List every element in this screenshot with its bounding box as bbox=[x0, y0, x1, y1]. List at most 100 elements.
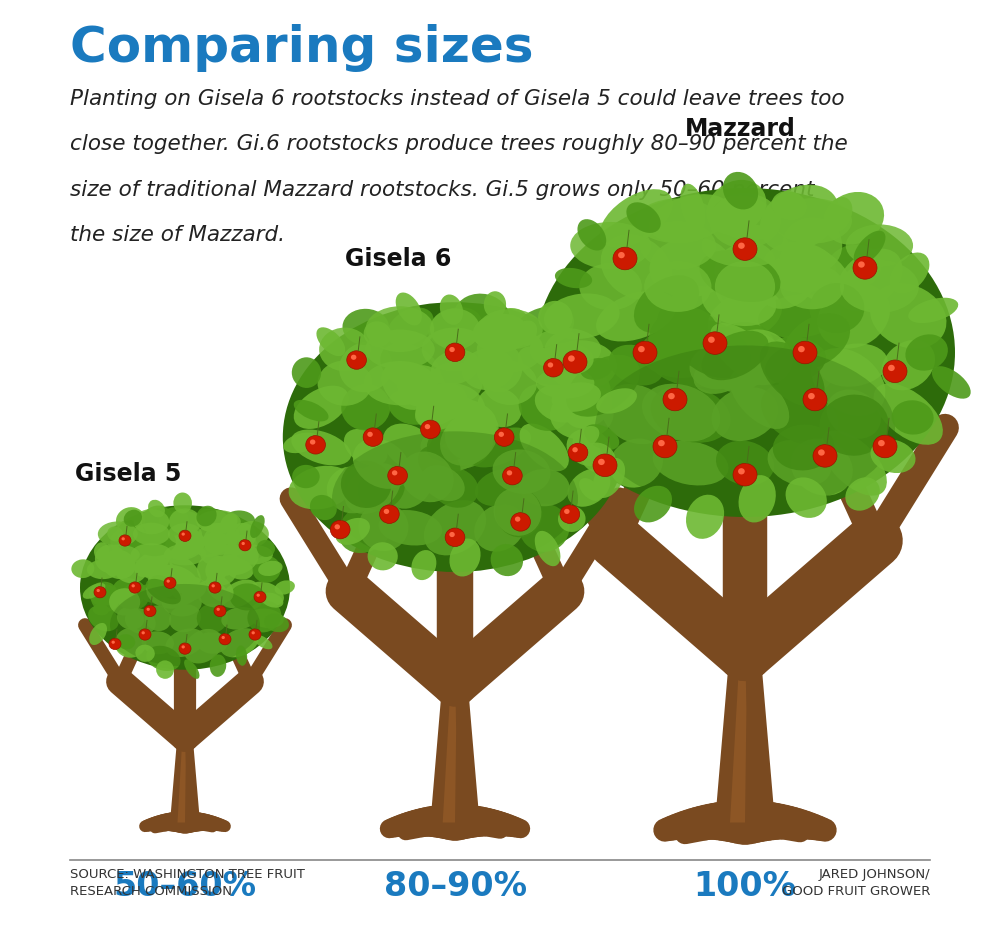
Ellipse shape bbox=[824, 197, 852, 233]
Circle shape bbox=[363, 428, 383, 446]
Circle shape bbox=[388, 466, 407, 485]
Text: 100%: 100% bbox=[694, 870, 796, 902]
Circle shape bbox=[703, 332, 727, 354]
Ellipse shape bbox=[96, 544, 140, 565]
Text: Mazzard: Mazzard bbox=[685, 117, 796, 141]
Ellipse shape bbox=[881, 340, 935, 390]
Ellipse shape bbox=[427, 416, 486, 462]
Text: SOURCE: WASHINGTON TREE FRUIT
RESEARCH COMMISSION: SOURCE: WASHINGTON TREE FRUIT RESEARCH C… bbox=[70, 868, 305, 898]
Ellipse shape bbox=[649, 343, 732, 387]
Ellipse shape bbox=[148, 500, 165, 517]
Ellipse shape bbox=[786, 478, 827, 518]
Ellipse shape bbox=[339, 342, 392, 392]
Ellipse shape bbox=[535, 531, 560, 566]
Ellipse shape bbox=[173, 493, 192, 513]
Ellipse shape bbox=[316, 327, 345, 356]
Ellipse shape bbox=[398, 365, 445, 407]
Circle shape bbox=[449, 347, 455, 352]
Ellipse shape bbox=[477, 387, 522, 427]
Circle shape bbox=[144, 605, 156, 617]
Ellipse shape bbox=[366, 306, 434, 352]
Ellipse shape bbox=[820, 343, 888, 386]
Ellipse shape bbox=[680, 183, 705, 232]
Ellipse shape bbox=[827, 389, 881, 439]
Circle shape bbox=[330, 521, 350, 539]
Ellipse shape bbox=[730, 369, 789, 429]
Ellipse shape bbox=[640, 222, 716, 270]
Ellipse shape bbox=[221, 543, 259, 575]
Ellipse shape bbox=[493, 449, 551, 494]
Ellipse shape bbox=[557, 360, 611, 400]
Ellipse shape bbox=[109, 588, 140, 616]
Ellipse shape bbox=[427, 425, 490, 462]
Circle shape bbox=[568, 355, 575, 362]
Ellipse shape bbox=[112, 578, 149, 609]
Ellipse shape bbox=[142, 632, 174, 654]
Ellipse shape bbox=[544, 331, 580, 363]
Circle shape bbox=[598, 459, 605, 465]
Ellipse shape bbox=[653, 441, 729, 485]
Circle shape bbox=[219, 634, 231, 645]
Ellipse shape bbox=[342, 309, 389, 345]
Ellipse shape bbox=[124, 509, 142, 526]
Ellipse shape bbox=[840, 260, 919, 313]
Ellipse shape bbox=[651, 385, 731, 443]
Circle shape bbox=[449, 532, 455, 537]
Ellipse shape bbox=[428, 307, 482, 347]
Ellipse shape bbox=[117, 634, 135, 650]
Ellipse shape bbox=[836, 248, 902, 311]
Ellipse shape bbox=[772, 191, 807, 220]
Ellipse shape bbox=[169, 604, 201, 633]
Ellipse shape bbox=[468, 428, 531, 467]
Ellipse shape bbox=[222, 535, 257, 555]
Circle shape bbox=[142, 632, 145, 635]
Ellipse shape bbox=[702, 277, 776, 326]
Ellipse shape bbox=[514, 306, 574, 348]
Ellipse shape bbox=[164, 544, 206, 565]
Ellipse shape bbox=[257, 540, 275, 557]
Ellipse shape bbox=[253, 634, 272, 650]
Ellipse shape bbox=[431, 350, 479, 384]
Ellipse shape bbox=[88, 605, 119, 632]
Ellipse shape bbox=[292, 357, 321, 388]
Ellipse shape bbox=[544, 293, 620, 339]
Ellipse shape bbox=[171, 576, 206, 602]
Ellipse shape bbox=[854, 230, 885, 265]
Circle shape bbox=[222, 636, 225, 639]
Circle shape bbox=[310, 439, 315, 445]
Circle shape bbox=[733, 238, 757, 260]
Ellipse shape bbox=[601, 384, 671, 445]
Ellipse shape bbox=[932, 367, 971, 399]
Polygon shape bbox=[730, 634, 746, 822]
Ellipse shape bbox=[773, 425, 834, 470]
Circle shape bbox=[147, 608, 150, 611]
Ellipse shape bbox=[484, 291, 506, 318]
Circle shape bbox=[888, 365, 895, 371]
Circle shape bbox=[109, 638, 121, 650]
Ellipse shape bbox=[224, 510, 255, 530]
Ellipse shape bbox=[709, 194, 781, 248]
Ellipse shape bbox=[345, 468, 387, 507]
Ellipse shape bbox=[165, 569, 193, 593]
Circle shape bbox=[112, 641, 115, 644]
Circle shape bbox=[97, 589, 100, 592]
Ellipse shape bbox=[432, 417, 486, 467]
Circle shape bbox=[445, 343, 465, 362]
Circle shape bbox=[853, 257, 877, 279]
Circle shape bbox=[738, 468, 745, 475]
Circle shape bbox=[351, 354, 356, 360]
Ellipse shape bbox=[529, 328, 601, 371]
Ellipse shape bbox=[494, 488, 541, 536]
Ellipse shape bbox=[382, 364, 429, 410]
Ellipse shape bbox=[424, 500, 486, 556]
Ellipse shape bbox=[707, 180, 766, 235]
Ellipse shape bbox=[98, 522, 138, 547]
Circle shape bbox=[668, 393, 675, 399]
Ellipse shape bbox=[221, 607, 257, 630]
Ellipse shape bbox=[555, 268, 592, 289]
Ellipse shape bbox=[758, 294, 841, 338]
Circle shape bbox=[212, 585, 215, 588]
Circle shape bbox=[306, 435, 325, 454]
Ellipse shape bbox=[71, 559, 94, 578]
Ellipse shape bbox=[358, 503, 408, 551]
